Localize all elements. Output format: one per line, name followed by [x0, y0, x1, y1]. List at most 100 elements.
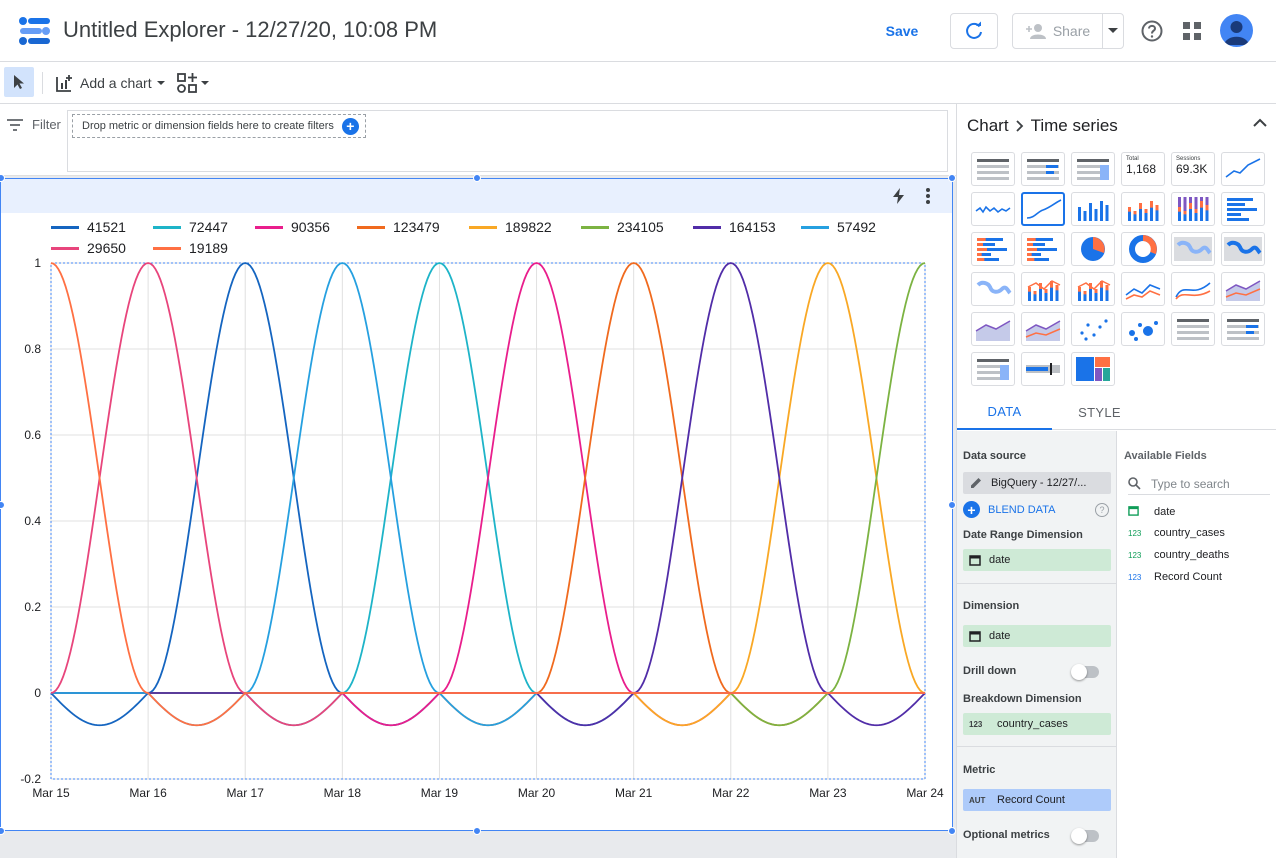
dimension-label: Dimension [963, 600, 1020, 612]
resize-handle[interactable] [473, 827, 481, 835]
field-item[interactable]: 123 country_deaths [1128, 549, 1229, 561]
legend-item[interactable]: 123479 [357, 219, 440, 235]
treemap-icon[interactable] [1071, 352, 1115, 386]
share-dropdown[interactable] [1103, 28, 1123, 34]
optional-metrics-toggle[interactable] [1071, 828, 1099, 844]
stacked-100-column-icon-graphic [1178, 197, 1209, 221]
save-button[interactable]: Save [885, 23, 919, 39]
scorecard-sessions[interactable]: Sessions 69.3K [1171, 152, 1215, 186]
chevron-up-icon[interactable] [1253, 118, 1267, 128]
filter-drop-zone[interactable]: Drop metric or dimension fields here to … [72, 114, 366, 138]
table-icon-graphic [977, 159, 1009, 180]
help-icon[interactable]: ? [1095, 503, 1109, 517]
tab-style[interactable]: STYLE [1078, 404, 1121, 420]
apps-grid-icon[interactable] [1180, 19, 1204, 43]
blend-data-button[interactable]: + BLEND DATA [963, 501, 1055, 518]
legend-item[interactable]: 234105 [581, 219, 664, 235]
refresh-button[interactable] [950, 13, 998, 49]
bar-chart-icon[interactable] [1221, 192, 1265, 226]
combo-chart-icon[interactable] [1021, 272, 1065, 306]
metric-pill[interactable]: AUT Record Count [963, 789, 1111, 811]
stacked-bar-icon[interactable] [971, 232, 1015, 266]
area-chart-icon[interactable] [1221, 272, 1265, 306]
time-series-spark-icon-graphic [1225, 158, 1261, 178]
stacked-100-column-icon[interactable] [1171, 192, 1215, 226]
resize-handle[interactable] [0, 501, 5, 509]
share-button[interactable]: Share [1012, 13, 1124, 49]
lightning-icon[interactable] [891, 187, 907, 205]
pivot-heatmap-icon-graphic [977, 359, 1009, 380]
stacked-100-bar-icon[interactable] [1021, 232, 1065, 266]
bubble-chart-icon[interactable] [1121, 312, 1165, 346]
table-bars-icon[interactable] [1021, 152, 1065, 186]
more-vert-icon[interactable] [923, 187, 933, 205]
stacked-column-icon[interactable] [1121, 192, 1165, 226]
pie-chart-icon[interactable] [1071, 232, 1115, 266]
search-input[interactable]: Type to search [1151, 476, 1230, 491]
legend-item[interactable]: 90356 [255, 219, 330, 235]
add-control-button[interactable] [176, 72, 209, 94]
x-tick-label: Mar 21 [614, 786, 653, 800]
field-item[interactable]: 123 country_cases [1128, 527, 1225, 539]
resize-handle[interactable] [948, 501, 956, 509]
bullet-chart-icon[interactable] [1021, 352, 1065, 386]
scatter-chart-icon[interactable] [1071, 312, 1115, 346]
filter-icon [7, 118, 23, 131]
pie-chart-icon-graphic [1081, 237, 1105, 261]
legend-item[interactable]: 189822 [469, 219, 552, 235]
drill-down-toggle[interactable] [1071, 664, 1099, 680]
legend-item[interactable]: 29650 [51, 240, 126, 256]
resize-handle[interactable] [948, 174, 956, 182]
time-series-noisy-icon[interactable] [971, 192, 1015, 226]
scorecard-total[interactable]: Total 1,168 [1121, 152, 1165, 186]
geo-map-filled-icon[interactable] [1221, 232, 1265, 266]
avatar[interactable] [1220, 14, 1253, 47]
column-chart-icon[interactable] [1071, 192, 1115, 226]
resize-handle[interactable] [948, 827, 956, 835]
field-item[interactable]: date [1128, 505, 1175, 518]
legend-item[interactable]: 57492 [801, 219, 876, 235]
field-search[interactable]: Type to search [1128, 473, 1270, 495]
date-range-pill[interactable]: date [963, 549, 1111, 571]
smooth-line-icon[interactable] [1171, 272, 1215, 306]
legend-item[interactable]: 41521 [51, 219, 126, 235]
google-map-icon[interactable] [971, 272, 1015, 306]
data-studio-logo-icon[interactable] [18, 16, 52, 46]
select-tool-button[interactable] [4, 67, 34, 97]
time-series-chart[interactable] [0, 178, 953, 831]
time-series-spark-icon[interactable] [1221, 152, 1265, 186]
stacked-area-100-icon[interactable] [1021, 312, 1065, 346]
stacked-area-icon[interactable] [971, 312, 1015, 346]
pivot-table-icon[interactable] [1171, 312, 1215, 346]
table-icon[interactable] [971, 152, 1015, 186]
breakdown-pill[interactable]: 123 country_cases [963, 713, 1111, 735]
help-icon[interactable] [1140, 19, 1164, 43]
pivot-heatmap-icon[interactable] [971, 352, 1015, 386]
add-chart-button[interactable]: Add a chart [55, 72, 165, 94]
resize-handle[interactable] [0, 827, 5, 835]
resize-handle[interactable] [0, 174, 5, 182]
geo-map-icon[interactable] [1171, 232, 1215, 266]
share-main[interactable]: Share [1013, 14, 1103, 48]
filter-drop-area[interactable]: Drop metric or dimension fields here to … [67, 110, 948, 172]
data-source-pill[interactable]: BigQuery - 12/27/... [963, 472, 1111, 494]
resize-handle[interactable] [473, 174, 481, 182]
explorer-title[interactable]: Untitled Explorer - 12/27/20, 10:08 PM [63, 17, 438, 42]
time-series-smooth-icon[interactable] [1021, 192, 1065, 226]
table-heatmap-icon[interactable] [1071, 152, 1115, 186]
tab-data[interactable]: DATA [957, 394, 1052, 430]
legend-item[interactable]: 19189 [153, 240, 228, 256]
panel-tabs: DATA STYLE [957, 394, 1276, 430]
dimension-pill[interactable]: date [963, 625, 1111, 647]
line-chart-icon[interactable] [1121, 272, 1165, 306]
donut-chart-icon[interactable] [1121, 232, 1165, 266]
legend-item[interactable]: 72447 [153, 219, 228, 235]
add-filter-icon[interactable]: + [341, 117, 359, 135]
pencil-icon[interactable] [969, 476, 983, 490]
legend-item[interactable]: 164153 [693, 219, 776, 235]
scorecard-value: 69.3K [1176, 162, 1208, 176]
stacked-combo-icon[interactable] [1071, 272, 1115, 306]
pivot-bars-icon[interactable] [1221, 312, 1265, 346]
field-item[interactable]: 123 Record Count [1128, 571, 1222, 583]
filter-label: Filter [32, 117, 61, 132]
